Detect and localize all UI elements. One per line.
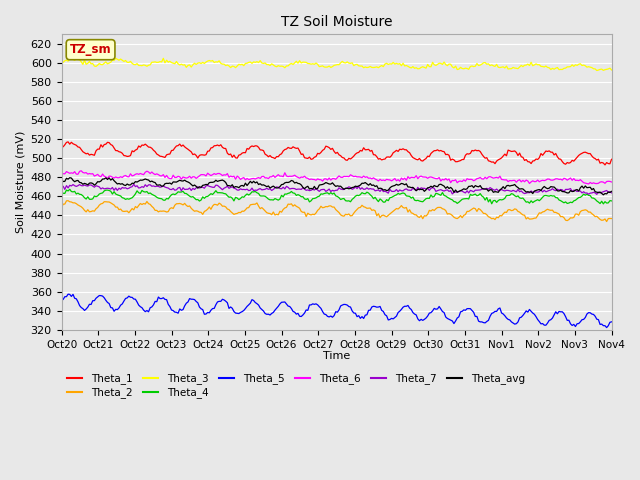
Theta_4 xyxy=(58,192,65,197)
Theta_avg xyxy=(608,189,616,194)
Theta_7 xyxy=(58,183,65,189)
Theta_2 xyxy=(58,204,65,210)
Theta_1 xyxy=(368,147,376,153)
Theta_6 xyxy=(64,169,72,175)
Theta_1 xyxy=(516,150,524,156)
Theta_3 xyxy=(593,68,600,73)
Theta_7 xyxy=(509,188,517,193)
Line: Theta_6: Theta_6 xyxy=(61,171,612,184)
Theta_1 xyxy=(58,144,65,150)
Theta_5 xyxy=(608,319,616,325)
Theta_6 xyxy=(509,178,517,183)
Theta_1 xyxy=(66,141,74,147)
Theta_2 xyxy=(223,206,231,212)
Theta_4 xyxy=(64,188,72,194)
Theta_4 xyxy=(600,201,607,207)
Theta_3 xyxy=(516,64,524,70)
Line: Theta_5: Theta_5 xyxy=(61,294,612,327)
Theta_avg xyxy=(66,175,74,180)
Theta_6 xyxy=(585,181,593,187)
Theta_3 xyxy=(58,61,65,67)
Theta_2 xyxy=(608,216,616,221)
Theta_avg xyxy=(64,176,72,182)
Theta_5 xyxy=(603,324,611,330)
Theta_avg xyxy=(368,182,376,188)
Theta_5 xyxy=(58,298,65,303)
Theta_4 xyxy=(66,186,74,192)
Theta_avg xyxy=(600,192,607,198)
Theta_4 xyxy=(181,191,189,196)
Line: Theta_1: Theta_1 xyxy=(61,142,612,165)
Theta_3 xyxy=(608,67,616,73)
Theta_1 xyxy=(608,156,616,162)
Theta_5 xyxy=(223,300,231,306)
Theta_4 xyxy=(608,198,616,204)
Theta_5 xyxy=(509,320,517,326)
Theta_7 xyxy=(516,189,524,194)
Theta_3 xyxy=(368,64,376,70)
Title: TZ Soil Moisture: TZ Soil Moisture xyxy=(281,15,392,29)
Theta_1 xyxy=(509,148,517,154)
Legend: Theta_1, Theta_2, Theta_3, Theta_4, Theta_5, Theta_6, Theta_7, Theta_avg: Theta_1, Theta_2, Theta_3, Theta_4, Thet… xyxy=(67,373,525,398)
Theta_2 xyxy=(516,209,524,215)
Theta_2 xyxy=(64,198,72,204)
Theta_6 xyxy=(181,175,189,180)
Theta_5 xyxy=(64,291,72,297)
Theta_1 xyxy=(223,150,231,156)
Theta_5 xyxy=(66,291,74,297)
Theta_2 xyxy=(368,207,376,213)
Theta_1 xyxy=(181,144,189,150)
Theta_5 xyxy=(516,315,524,321)
Line: Theta_3: Theta_3 xyxy=(61,59,612,71)
Theta_7 xyxy=(130,181,138,187)
Theta_4 xyxy=(223,193,231,199)
Theta_1 xyxy=(601,162,609,168)
Line: Theta_2: Theta_2 xyxy=(61,201,612,222)
Theta_avg xyxy=(181,177,189,183)
Theta_3 xyxy=(509,65,517,71)
Theta_4 xyxy=(368,193,376,199)
Theta_5 xyxy=(368,304,376,310)
Theta_3 xyxy=(181,62,189,68)
Line: Theta_7: Theta_7 xyxy=(61,184,612,194)
Theta_avg xyxy=(509,182,517,188)
Theta_6 xyxy=(608,179,616,185)
Theta_6 xyxy=(368,176,376,182)
Theta_7 xyxy=(223,183,231,189)
Theta_2 xyxy=(603,219,611,225)
Theta_3 xyxy=(64,58,72,64)
Theta_5 xyxy=(181,303,189,309)
Theta_4 xyxy=(509,191,517,197)
Theta_avg xyxy=(516,186,524,192)
Theta_6 xyxy=(223,171,231,177)
Theta_6 xyxy=(77,168,85,174)
Theta_4 xyxy=(516,195,524,201)
Theta_7 xyxy=(368,186,376,192)
Theta_6 xyxy=(516,177,524,183)
X-axis label: Time: Time xyxy=(323,351,350,361)
Theta_3 xyxy=(159,56,167,61)
Theta_avg xyxy=(223,183,231,189)
Line: Theta_4: Theta_4 xyxy=(61,189,612,204)
Theta_3 xyxy=(223,62,231,68)
Theta_2 xyxy=(66,199,74,204)
Theta_avg xyxy=(58,177,65,183)
Theta_1 xyxy=(64,139,72,145)
Text: TZ_sm: TZ_sm xyxy=(70,43,111,56)
Theta_7 xyxy=(593,192,600,197)
Theta_7 xyxy=(608,190,616,196)
Theta_6 xyxy=(58,171,65,177)
Theta_7 xyxy=(64,185,72,191)
Line: Theta_avg: Theta_avg xyxy=(61,178,612,195)
Theta_7 xyxy=(181,187,189,192)
Theta_2 xyxy=(509,207,517,213)
Theta_2 xyxy=(181,201,189,206)
Y-axis label: Soil Moisture (mV): Soil Moisture (mV) xyxy=(15,131,25,233)
